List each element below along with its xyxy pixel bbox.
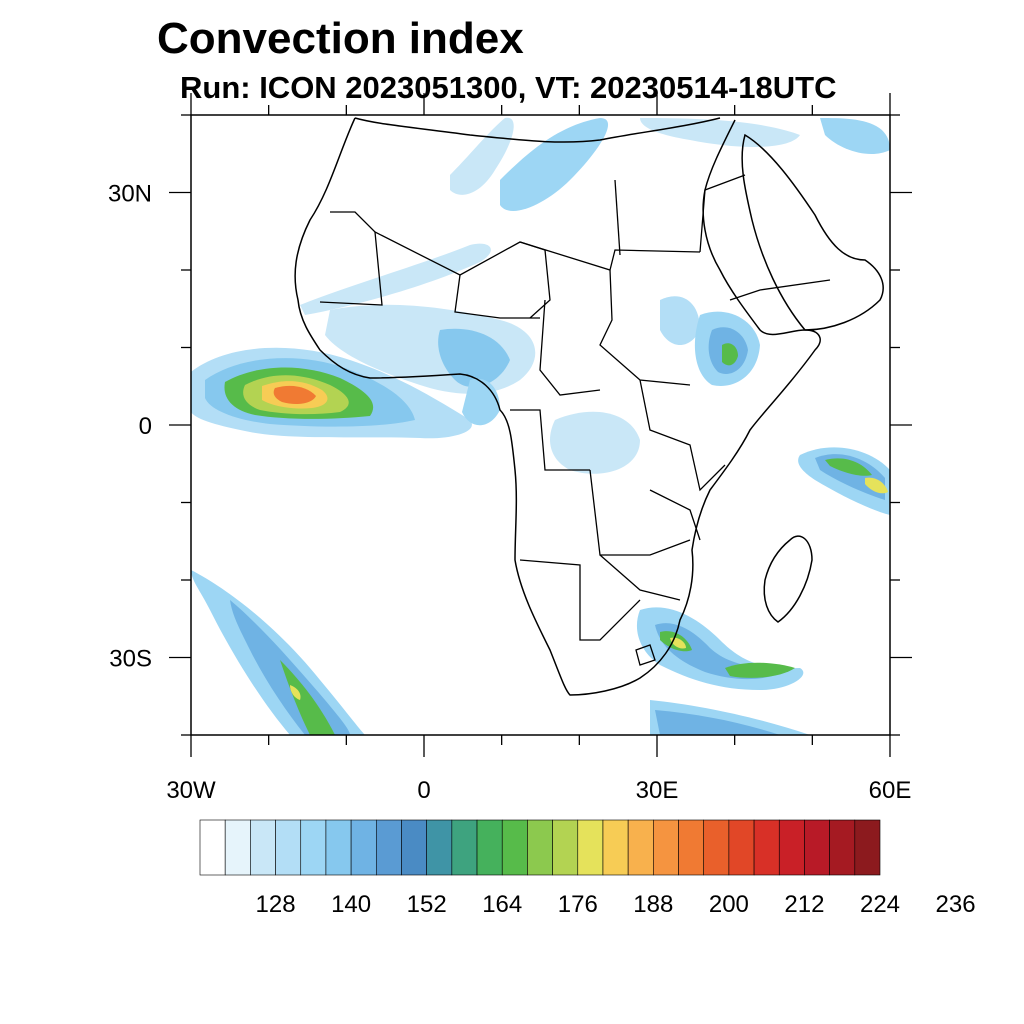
colorbar-label: 140	[331, 891, 371, 918]
colorbar-swatch	[804, 819, 830, 876]
chart-title: Convection index	[157, 14, 524, 63]
coastlines	[294, 117, 884, 696]
field-madagascar	[798, 447, 890, 515]
chart-subtitle: Run: ICON 2023051300, VT: 20230514-18UTC	[180, 70, 837, 105]
colorbar-label: 212	[784, 891, 824, 918]
colorbar-swatch	[401, 819, 427, 876]
field-sahara-streaks	[300, 117, 890, 315]
colorbar-swatch	[501, 819, 528, 876]
field-south-atlantic	[191, 570, 365, 735]
x-tick-label: 30E	[636, 777, 679, 804]
colorbar-label: 128	[256, 891, 296, 918]
x-tick-label: 0	[417, 777, 430, 804]
coastline-africa	[294, 117, 821, 696]
field-west-africa	[325, 304, 536, 426]
colorbar-swatch	[753, 819, 780, 876]
colorbar-label: 164	[482, 891, 522, 918]
colorbar-swatch	[854, 819, 881, 876]
field-central-africa	[550, 296, 700, 474]
colorbar-label: 188	[633, 891, 673, 918]
country-borders	[319, 174, 831, 666]
colorbar-swatch	[426, 819, 453, 876]
colorbar-swatch	[275, 819, 302, 876]
colorbar-swatch	[703, 819, 730, 876]
colorbar-swatch	[829, 819, 856, 876]
colorbar-label: 236	[936, 891, 976, 918]
colorbar-label: 224	[860, 891, 900, 918]
colorbar-swatch	[375, 819, 402, 876]
colorbar-swatch	[653, 819, 679, 876]
coastline-med	[354, 117, 721, 143]
colorbar-swatch	[627, 819, 654, 876]
colorbar-swatch	[325, 819, 352, 876]
colorbar-label: 152	[407, 891, 447, 918]
colorbar-swatch	[602, 819, 629, 876]
x-tick-label: 60E	[869, 777, 912, 804]
colorbar-swatch	[527, 819, 553, 876]
field-se-africa	[636, 607, 804, 690]
y-tick-label: 30S	[109, 646, 152, 673]
colorbar: 128 140 152 164 176 188 200 212 224 236	[199, 819, 976, 918]
colorbar-swatch	[451, 819, 478, 876]
colorbar-swatch	[224, 819, 251, 876]
colorbar-swatch	[678, 819, 705, 876]
field-ethiopia	[694, 311, 760, 386]
y-tick-label: 0	[139, 413, 152, 440]
colorbar-swatch	[199, 819, 226, 876]
coastline-madagascar	[763, 535, 813, 623]
colorbar-swatch	[728, 819, 755, 876]
colorbar-swatch	[476, 819, 503, 876]
colorbar-swatch	[300, 819, 327, 876]
colorbar-swatch	[350, 819, 377, 876]
coastline-arabia	[741, 133, 884, 331]
colorbar-swatch	[552, 819, 579, 876]
colorbar-swatch	[250, 819, 276, 876]
colorbar-swatch	[577, 819, 604, 876]
x-tick-label: 30W	[166, 777, 216, 804]
colorbar-swatch	[778, 819, 805, 876]
convection-field	[191, 117, 890, 735]
field-southern-indian-band	[650, 700, 810, 735]
colorbar-label: 200	[709, 891, 749, 918]
field-gulf-of-guinea	[191, 347, 472, 439]
axis-tick-labels: 30W 0 30E 60E 30N 0 30S	[108, 181, 911, 805]
y-tick-label: 30N	[108, 181, 152, 208]
colorbar-label: 176	[558, 891, 598, 918]
axis-ticks	[169, 93, 912, 757]
